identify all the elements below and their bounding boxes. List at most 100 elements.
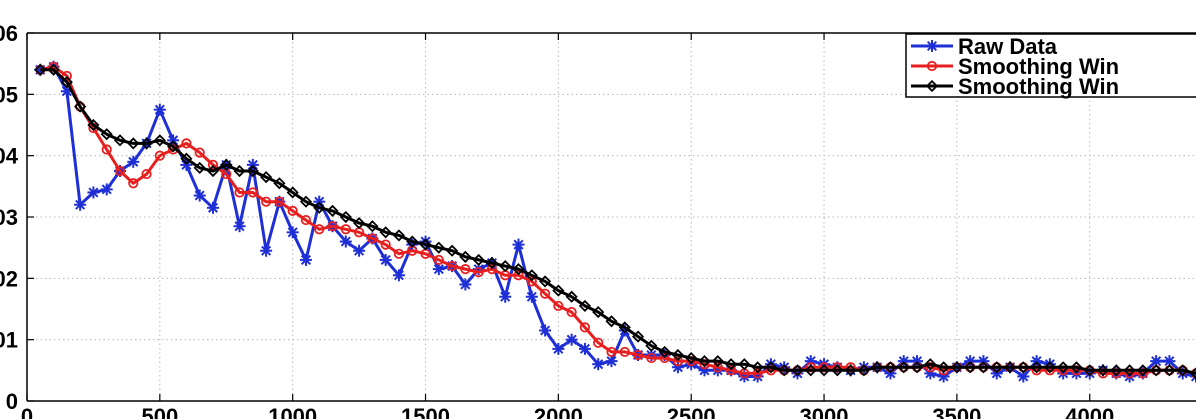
data-point [711,355,724,368]
asterisk-stroke [314,196,325,207]
data-point [817,364,831,377]
asterisk-stroke [926,40,938,52]
asterisk-stroke [579,343,590,354]
data-point [1123,364,1136,377]
data-point [539,275,552,288]
data-point [167,134,180,147]
data-point [804,364,817,377]
y-tick-label: 03 [0,205,18,230]
data-point [698,355,711,368]
data-point [659,352,670,364]
data-point [645,339,658,352]
data-point [233,164,246,178]
data-point [871,361,884,374]
data-point [764,361,777,374]
legend-box [905,33,1196,98]
x-tick-label: 4000 [1065,404,1114,419]
data-point [1017,361,1030,374]
data-point [247,187,258,198]
asterisk-stroke [380,254,391,265]
data-point [925,79,939,93]
asterisk-stroke [593,359,604,370]
series-line [40,68,1196,375]
y-tick-label: 02 [0,266,18,291]
data-point [286,186,299,199]
asterisk-stroke [234,221,245,232]
data-point [791,364,804,377]
asterisk-stroke [300,254,311,265]
data-point [207,159,219,170]
data-point [393,248,405,259]
data-point [47,63,60,76]
data-point [153,134,166,147]
data-point [924,358,937,371]
data-point [366,220,379,233]
data-point [618,321,631,334]
data-point [340,224,351,235]
data-point [34,63,47,76]
data-point [897,361,910,374]
data-point [233,220,246,233]
data-point [752,368,763,379]
data-point [1057,361,1070,374]
data-point [1003,361,1017,374]
data-point [473,267,484,278]
data-point [632,349,644,361]
data-point [578,342,591,355]
data-point [127,137,140,150]
data-point [552,284,565,297]
data-point [433,254,444,266]
data-point [246,158,259,171]
x-tick-label: 3500 [932,404,981,419]
data-point [525,290,538,303]
y-tick-label: 06 [0,21,18,46]
x-tick-label: 3000 [800,404,849,419]
data-point [513,270,524,281]
asterisk-stroke [354,245,365,256]
data-point [274,196,285,207]
data-point [512,238,525,251]
data-point [631,330,645,343]
data-point [180,158,193,171]
data-point [127,155,140,168]
data-point [592,358,605,371]
data-point [646,352,657,364]
data-point [101,144,112,155]
data-point [74,198,87,211]
x-tick-label: 0 [21,404,33,419]
asterisk-stroke [540,325,551,336]
data-point [206,164,220,178]
y-tick-label: 05 [0,82,18,107]
asterisk-stroke [287,227,298,238]
data-point [552,342,565,355]
data-point [299,195,313,208]
data-point [738,358,751,371]
asterisk-stroke [154,104,165,115]
data-point [193,161,206,175]
data-point [1110,364,1123,377]
asterisk-stroke [75,199,86,210]
data-point [539,288,551,299]
data-point [950,361,963,374]
asterisk-stroke [433,264,444,275]
data-point [74,100,87,113]
data-point [60,75,73,89]
data-point [553,300,564,312]
data-point [327,221,338,232]
data-point [353,244,366,257]
grid-lines [27,32,1196,401]
asterisk-stroke [101,184,112,195]
data-point [326,204,339,217]
asterisk-stroke [500,291,511,302]
data-point [486,264,498,275]
data-point [685,351,698,365]
asterisk-stroke [1031,356,1042,367]
data-point [380,239,391,250]
data-point [937,361,950,374]
asterisk-stroke [553,343,564,354]
asterisk-stroke [247,159,258,170]
data-point [314,224,325,235]
data-point [1083,364,1096,377]
asterisk-stroke [168,135,179,146]
